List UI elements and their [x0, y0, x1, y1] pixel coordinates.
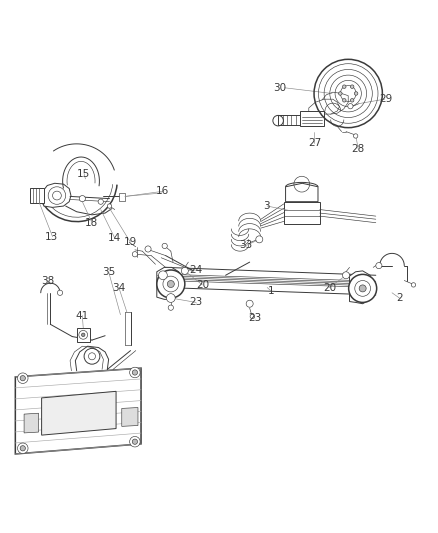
Polygon shape: [350, 271, 373, 304]
Text: 15: 15: [77, 168, 90, 179]
Circle shape: [350, 85, 354, 88]
Circle shape: [81, 333, 85, 336]
Text: 19: 19: [124, 237, 137, 247]
Polygon shape: [320, 92, 348, 114]
Circle shape: [339, 92, 342, 95]
Circle shape: [79, 330, 88, 339]
Circle shape: [246, 300, 253, 307]
Circle shape: [57, 290, 63, 295]
Polygon shape: [15, 368, 141, 454]
Text: 23: 23: [190, 297, 203, 308]
Circle shape: [359, 285, 366, 292]
Text: 23: 23: [248, 313, 261, 323]
Polygon shape: [122, 408, 138, 426]
Circle shape: [162, 243, 167, 248]
Circle shape: [159, 271, 167, 280]
Circle shape: [350, 99, 354, 102]
Circle shape: [348, 103, 353, 109]
Circle shape: [107, 204, 112, 208]
Circle shape: [98, 199, 103, 204]
Circle shape: [132, 252, 138, 257]
Text: 38: 38: [41, 276, 54, 286]
Text: 27: 27: [308, 138, 321, 148]
Polygon shape: [30, 188, 44, 203]
Circle shape: [411, 282, 416, 287]
Text: 1: 1: [267, 286, 274, 296]
Polygon shape: [278, 115, 300, 125]
Circle shape: [18, 373, 28, 383]
Polygon shape: [119, 193, 125, 201]
Text: 29: 29: [379, 94, 392, 104]
Circle shape: [181, 268, 188, 274]
Circle shape: [376, 263, 382, 269]
Circle shape: [343, 85, 346, 88]
Text: 18: 18: [85, 217, 98, 228]
Circle shape: [130, 367, 140, 378]
Polygon shape: [43, 183, 71, 207]
Text: 34: 34: [113, 284, 126, 293]
Polygon shape: [284, 201, 320, 223]
Text: 30: 30: [273, 83, 286, 93]
Text: 16: 16: [156, 186, 170, 196]
Circle shape: [349, 274, 377, 302]
Text: 41: 41: [76, 311, 89, 320]
Polygon shape: [157, 268, 182, 300]
Text: 35: 35: [102, 266, 115, 277]
Polygon shape: [309, 99, 339, 115]
Circle shape: [20, 376, 25, 381]
Polygon shape: [77, 328, 90, 342]
Circle shape: [18, 443, 28, 454]
Circle shape: [250, 314, 254, 319]
Polygon shape: [300, 111, 324, 126]
Circle shape: [353, 134, 358, 138]
Circle shape: [130, 437, 140, 447]
Circle shape: [20, 446, 25, 451]
Text: 3: 3: [263, 201, 270, 211]
Polygon shape: [24, 413, 39, 433]
Circle shape: [343, 272, 350, 279]
Circle shape: [354, 92, 358, 95]
Circle shape: [168, 305, 173, 310]
Circle shape: [157, 270, 185, 298]
Circle shape: [166, 294, 175, 302]
Circle shape: [79, 196, 85, 201]
Circle shape: [132, 370, 138, 375]
Text: 20: 20: [323, 282, 336, 293]
Circle shape: [145, 246, 151, 252]
Circle shape: [132, 439, 138, 445]
Text: 2: 2: [396, 293, 403, 303]
Circle shape: [256, 236, 263, 243]
Text: 13: 13: [45, 232, 58, 242]
Text: 33: 33: [240, 240, 253, 251]
Text: 14: 14: [108, 233, 121, 243]
Polygon shape: [286, 183, 318, 201]
Polygon shape: [42, 391, 116, 435]
Circle shape: [84, 349, 100, 364]
Circle shape: [343, 99, 346, 102]
Text: 24: 24: [190, 265, 203, 275]
Circle shape: [167, 280, 174, 287]
Text: 20: 20: [196, 280, 209, 290]
Text: 28: 28: [352, 144, 365, 154]
